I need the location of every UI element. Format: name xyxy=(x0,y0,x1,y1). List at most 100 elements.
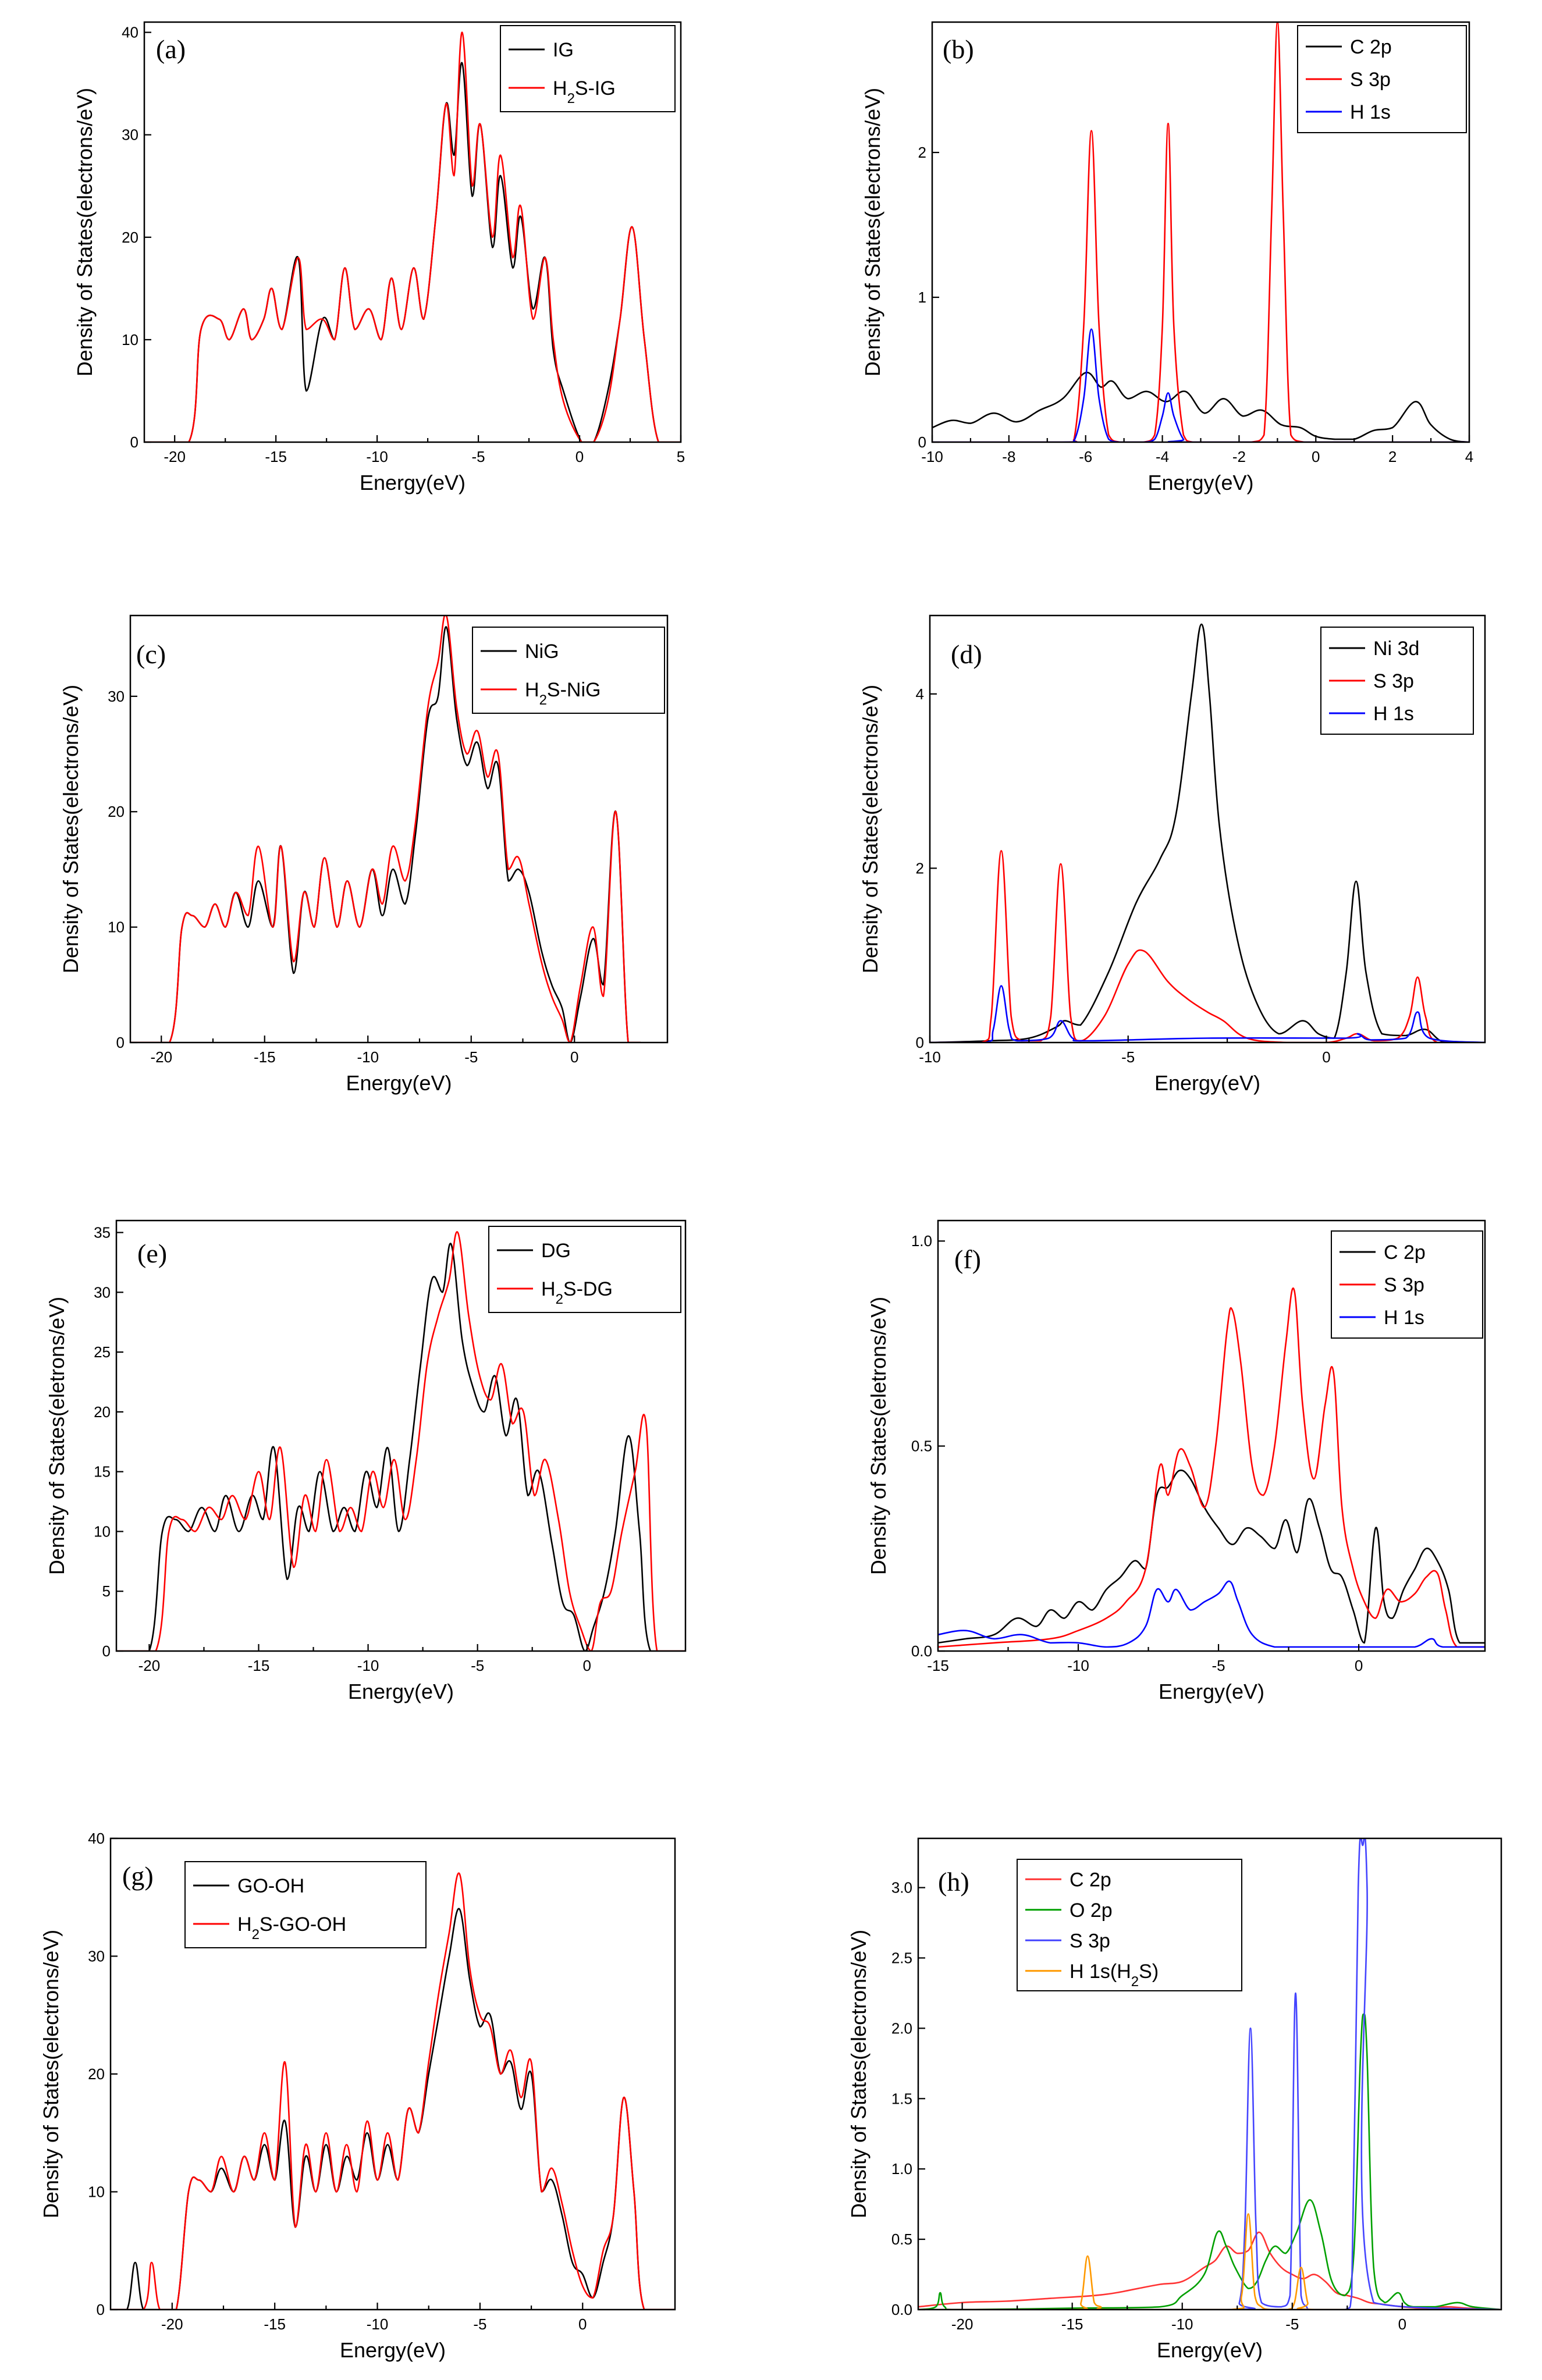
y-tick-label: 30 xyxy=(108,688,125,705)
panel-tag: (e) xyxy=(137,1239,167,1268)
x-tick-label: -10 xyxy=(366,448,388,465)
x-tick-label: -10 xyxy=(1067,1657,1089,1674)
panel-c: -20 -15 -10 -5 0 0 10 20 30 Energy(eV) Density of … xyxy=(59,614,669,1095)
legend-box xyxy=(500,25,676,112)
legend-label: H 1s(H2S) xyxy=(1070,1961,1159,1990)
x-tick-label: -5 xyxy=(1211,1657,1225,1674)
y-tick-label: 10 xyxy=(122,331,138,348)
y-tick-label: 20 xyxy=(108,803,125,820)
series-line-s-3p xyxy=(938,1287,1485,1648)
legend-label: H2S-NiG xyxy=(525,679,601,708)
legend: C 2p O 2p S 3p H 1s(H2S) xyxy=(1017,1859,1242,1991)
y-tick-label: 15 xyxy=(94,1463,111,1481)
x-tick-label: 5 xyxy=(677,448,685,465)
x-tick-label: 0 xyxy=(575,448,584,465)
x-tick-label: -5 xyxy=(1121,1048,1135,1066)
x-tick-label: -15 xyxy=(248,1657,270,1674)
y-tick-label: 0 xyxy=(918,433,926,451)
x-tick-label: -20 xyxy=(138,1657,161,1674)
x-tick-label: -15 xyxy=(1061,2315,1083,2333)
legend-label: H 1s xyxy=(1350,101,1391,123)
x-axis-label: Energy(eV) xyxy=(1154,1071,1260,1095)
y-tick-label: 1.5 xyxy=(891,2090,912,2107)
panel-e: -20 -15 -10 -5 0 0 5 10 15 20 25 30 35 Energy(eV) Dens… xyxy=(45,1219,687,1703)
series-group xyxy=(938,1287,1485,1648)
x-axis-label: Energy(eV) xyxy=(1157,2338,1263,2362)
legend-label: S 3p xyxy=(1373,670,1414,692)
panel-tag: (c) xyxy=(136,639,166,669)
series-line-h-1s xyxy=(930,985,1485,1043)
y-tick-label: 0.5 xyxy=(911,1438,932,1455)
plot-frame xyxy=(143,21,682,443)
legend: NiG H2S-NiG xyxy=(472,627,665,714)
y-axis-label: Density of States(electrons/eV) xyxy=(858,685,882,973)
y-tick-label: 0 xyxy=(102,1642,111,1660)
legend-label: H2S-GO-OH xyxy=(237,1913,346,1943)
series-line-s-3p xyxy=(930,850,1485,1043)
series-group xyxy=(111,1872,675,2310)
x-axis-label: Energy(eV) xyxy=(346,1071,452,1095)
legend: GO-OH H2S-GO-OH xyxy=(184,1861,427,1948)
plot-frame xyxy=(115,1219,687,1652)
y-tick-label: 10 xyxy=(94,1522,111,1540)
x-tick-label: -8 xyxy=(1002,448,1015,465)
x-axis-label: Energy(eV) xyxy=(1147,471,1253,495)
legend-label: S 3p xyxy=(1384,1274,1424,1296)
panel-a: -20 -15 -10 -5 0 5 0 10 20 30 40 Energy(eV) Density … xyxy=(73,21,685,495)
panel-g: -20 -15 -10 -5 0 0 10 20 30 40 Energy(eV) Density o… xyxy=(39,1830,676,2362)
legend-label: C 2p xyxy=(1384,1241,1426,1264)
legend-label: O 2p xyxy=(1070,1899,1113,1922)
plot-frame xyxy=(929,614,1486,1044)
series-line-s-3p xyxy=(918,1838,1501,2310)
x-tick-label: -15 xyxy=(265,448,287,465)
series-line-nig xyxy=(130,626,641,1043)
y-tick-label: 0.0 xyxy=(891,2301,912,2318)
x-tick-label: -5 xyxy=(464,1048,478,1066)
x-tick-label: -15 xyxy=(254,1048,276,1066)
x-tick-label: 0 xyxy=(582,1657,591,1674)
x-tick-label: -5 xyxy=(1285,2315,1299,2333)
x-tick-label: 2 xyxy=(1388,448,1397,465)
plot-frame xyxy=(129,614,669,1044)
series-line-h2s-nig xyxy=(130,616,641,1043)
x-tick-label: -10 xyxy=(919,1048,941,1066)
y-tick-label: 1 xyxy=(918,289,926,306)
x-axis-label: Energy(eV) xyxy=(340,2338,446,2362)
legend-label: S 3p xyxy=(1070,1930,1110,1952)
x-tick-label: 4 xyxy=(1465,448,1473,465)
x-tick-label: -20 xyxy=(164,448,186,465)
legend-label: Ni 3d xyxy=(1373,638,1419,660)
legend-label: S 3p xyxy=(1350,69,1391,91)
y-tick-label: 2.5 xyxy=(891,1949,912,1967)
x-tick-label: -4 xyxy=(1156,448,1169,465)
x-tick-label: -5 xyxy=(472,448,485,465)
y-tick-label: 35 xyxy=(94,1224,111,1241)
x-axis-label: Energy(eV) xyxy=(360,471,466,495)
x-tick-label: -2 xyxy=(1232,448,1246,465)
x-tick-label: -10 xyxy=(1171,2315,1193,2333)
panel-tag: (d) xyxy=(951,639,982,669)
y-tick-label: 0 xyxy=(116,1034,125,1051)
x-tick-label: -20 xyxy=(161,2315,183,2333)
y-tick-label: 30 xyxy=(122,126,138,144)
x-tick-label: -15 xyxy=(927,1657,949,1674)
legend: Ni 3d S 3p H 1s xyxy=(1320,627,1474,735)
x-tick-label: 0 xyxy=(1312,448,1320,465)
series-line-h-1s xyxy=(932,328,1469,442)
x-tick-label: 0 xyxy=(1398,2315,1406,2333)
x-tick-label: 0 xyxy=(570,1048,578,1066)
legend-label: NiG xyxy=(525,641,559,663)
legend-label: GO-OH xyxy=(237,1875,304,1897)
y-axis-label: Density of States(electrons/eV) xyxy=(73,88,97,376)
legend-label: IG xyxy=(553,39,574,61)
series-line-c-2p xyxy=(918,2231,1501,2310)
y-tick-label: 2.0 xyxy=(891,2019,912,2037)
y-tick-label: 0.5 xyxy=(891,2230,912,2248)
y-tick-label: 0.0 xyxy=(911,1642,932,1660)
x-tick-label: -6 xyxy=(1079,448,1092,465)
legend: C 2p S 3p H 1s xyxy=(1297,25,1467,133)
series-line-go-oh xyxy=(111,1908,675,2310)
plot-frame xyxy=(917,1837,1502,2311)
y-tick-label: 20 xyxy=(88,2065,105,2083)
